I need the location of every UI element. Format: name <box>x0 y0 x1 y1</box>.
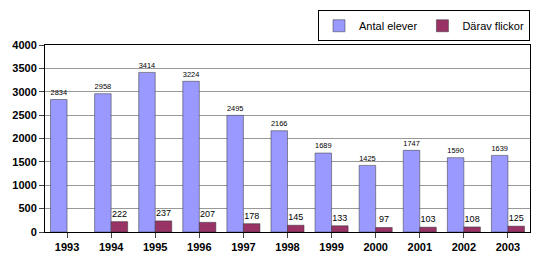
svg-text:178: 178 <box>244 211 259 221</box>
svg-text:1999: 1999 <box>319 241 343 253</box>
svg-text:2495: 2495 <box>227 104 243 113</box>
svg-text:108: 108 <box>465 214 480 224</box>
svg-text:3500: 3500 <box>12 62 36 74</box>
svg-text:1997: 1997 <box>231 241 255 253</box>
svg-text:145: 145 <box>288 212 303 222</box>
svg-text:0: 0 <box>31 226 37 238</box>
svg-text:222: 222 <box>112 209 127 219</box>
svg-text:2834: 2834 <box>51 88 68 97</box>
svg-text:1500: 1500 <box>12 156 36 168</box>
svg-text:2002: 2002 <box>452 241 476 253</box>
svg-text:2000: 2000 <box>363 241 387 253</box>
svg-text:2500: 2500 <box>12 109 36 121</box>
svg-text:2958: 2958 <box>95 82 112 91</box>
svg-text:2166: 2166 <box>271 119 287 128</box>
svg-text:1993: 1993 <box>55 241 79 253</box>
svg-text:3224: 3224 <box>183 70 200 79</box>
svg-text:1639: 1639 <box>491 144 507 153</box>
svg-text:1994: 1994 <box>99 241 124 253</box>
svg-text:3414: 3414 <box>139 61 156 70</box>
svg-text:1995: 1995 <box>143 241 167 253</box>
svg-text:2001: 2001 <box>408 241 432 253</box>
svg-text:1590: 1590 <box>447 146 463 155</box>
svg-text:1425: 1425 <box>359 154 375 163</box>
svg-text:133: 133 <box>332 213 347 223</box>
svg-text:97: 97 <box>379 214 389 224</box>
svg-text:1998: 1998 <box>275 241 299 253</box>
svg-text:Antal elever: Antal elever <box>359 20 417 32</box>
svg-text:237: 237 <box>156 208 171 218</box>
svg-text:3000: 3000 <box>12 86 36 98</box>
svg-text:500: 500 <box>18 202 36 214</box>
svg-text:103: 103 <box>421 214 436 224</box>
svg-text:2003: 2003 <box>496 241 520 253</box>
svg-text:1747: 1747 <box>403 139 419 148</box>
svg-text:4000: 4000 <box>12 39 36 51</box>
svg-text:125: 125 <box>509 213 524 223</box>
svg-text:2000: 2000 <box>12 132 36 144</box>
svg-text:1000: 1000 <box>12 179 36 191</box>
svg-text:Därav flickor: Därav flickor <box>462 20 523 32</box>
svg-text:207: 207 <box>200 209 215 219</box>
svg-text:1996: 1996 <box>187 241 211 253</box>
svg-text:1689: 1689 <box>315 141 331 150</box>
